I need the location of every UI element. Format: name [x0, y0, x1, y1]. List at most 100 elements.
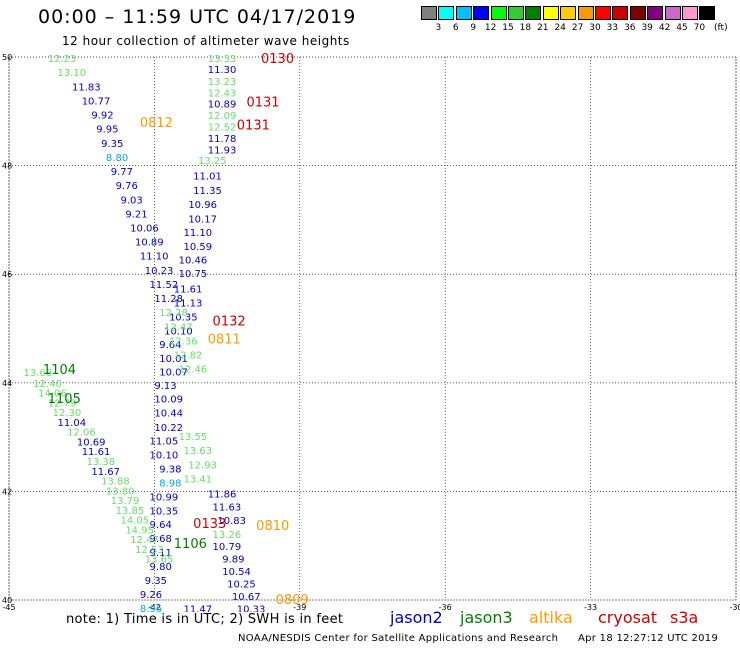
generation-timestamp: Apr 18 12:27:12 UTC 2019: [578, 633, 719, 644]
wave-height-value: 14.95: [125, 525, 154, 536]
pass-label-cryosat: 0131: [237, 118, 270, 133]
wave-height-value: 10.77: [82, 96, 111, 107]
wave-height-value: 9.38: [159, 465, 181, 476]
y-tick-label: 46: [2, 270, 12, 279]
wave-height-value: 10.54: [222, 567, 251, 578]
wave-height-value: 9.76: [116, 181, 138, 192]
wave-height-value: 12.23: [48, 54, 77, 65]
pass-label-cryosat: 0132: [213, 314, 246, 329]
wave-height-value: 11.52: [150, 280, 179, 291]
wave-height-value: 12.79: [48, 398, 77, 409]
wave-height-value: 13.63: [183, 446, 212, 457]
wave-height-value: 13.10: [57, 68, 86, 79]
wave-height-value: 9.13: [154, 381, 176, 392]
wave-height-value: 11.28: [154, 294, 183, 305]
colorbar-label: 9: [470, 23, 477, 33]
wave-height-value: 8.80: [106, 153, 128, 164]
pass-label-jason3: 1104: [43, 363, 76, 378]
wave-height-value: 13.65: [145, 555, 174, 566]
wave-height-value: 12.82: [174, 351, 203, 362]
wave-height-value: 9.68: [150, 534, 172, 545]
pass-labels: 0130 0131 0131 0812 0132 0811 1104 1105 0133 0810…: [43, 52, 309, 608]
wave-height-value: 9.80: [150, 562, 172, 573]
y-tick-label: 42: [2, 487, 12, 496]
wave-height-value: 13.80: [106, 486, 135, 497]
credit-line: NOAA/NESDIS Center for Satellite Applica…: [238, 633, 559, 644]
wave-height-value: 12.47: [130, 535, 159, 546]
colorbar-label: 21: [537, 23, 549, 33]
pass-label-altika: 0812: [140, 116, 173, 131]
wave-height-value: 13.38: [87, 457, 116, 468]
wave-height-value: 11.13: [174, 298, 203, 309]
wave-height-value: 11.47: [183, 605, 212, 612]
wave-height-value: 10.89: [208, 100, 237, 111]
wave-height-value: 9.35: [101, 139, 123, 150]
wave-height-value: 13.26: [213, 530, 242, 541]
wave-height-value: 12.52: [208, 123, 237, 134]
wave-height-value: 10.79: [213, 542, 242, 553]
colorbar-label: 45: [676, 23, 688, 33]
colorbar-swatch: [595, 6, 611, 20]
wave-height-value: 13.55: [179, 432, 208, 443]
wave-height-value: 9.03: [120, 195, 142, 206]
colorbar-swatch: [682, 6, 698, 20]
wave-height-value: 10.35: [150, 506, 179, 517]
x-tick-label: -45: [2, 603, 15, 612]
map-grid: [8, 56, 737, 601]
wave-height-value: 10.67: [232, 592, 261, 603]
pass-label-altika: 0811: [208, 332, 241, 347]
colorbar-label: 15: [502, 23, 514, 33]
wave-height-value: 12.28: [159, 308, 188, 319]
wave-height-value: 9.92: [91, 111, 113, 122]
wave-height-value: 9.26: [140, 590, 162, 601]
pass-label-altika: 0809: [276, 593, 309, 608]
x-tick-label: -39: [293, 603, 306, 612]
x-tick-label: -42: [148, 603, 161, 612]
wave-height-value: 13.88: [101, 477, 130, 488]
wave-height-value: 10.09: [154, 395, 183, 406]
colorbar-label: 36: [624, 23, 636, 33]
legend-altika: altika: [529, 608, 573, 627]
colorbar-label: 3: [435, 23, 442, 33]
legend-s3a: s3a: [670, 608, 699, 627]
wave-height-value: 11.78: [208, 134, 237, 145]
colorbar-swatch: [525, 6, 542, 20]
colorbar-swatch: [664, 6, 681, 20]
pass-label-jason3: 1106: [174, 537, 207, 552]
wave-height-value: 11.30: [208, 65, 237, 76]
wave-height-value: 11.61: [82, 447, 111, 458]
wave-height-value: 12.93: [188, 460, 217, 471]
wave-height-value: 12.09: [208, 111, 237, 122]
wave-height-value: 10.44: [154, 409, 183, 420]
wave-height-value: 9.95: [96, 125, 118, 136]
wave-height-value: 12.36: [169, 336, 198, 347]
wave-height-value: 9.77: [111, 167, 133, 178]
wave-height-value: 11.86: [208, 490, 237, 501]
wave-height-value: 10.23: [145, 266, 174, 277]
pass-label-cryosat: 0130: [261, 52, 294, 67]
wave-height-value: 13.68: [24, 368, 53, 379]
wave-height-value: 11.93: [208, 145, 237, 156]
wave-height-value: 11.83: [72, 82, 101, 93]
wave-height-value: 12.40: [33, 379, 62, 390]
wave-height-value: 14.05: [120, 516, 149, 527]
wave-height-value: 10.75: [179, 269, 208, 280]
wave-height-values: 13.3311.3013.2312.4310.8912.0912.5211.78…: [24, 54, 266, 612]
x-tick-label: -30: [729, 603, 740, 612]
colorbar-swatch: [490, 6, 507, 20]
wave-height-value: 10.99: [150, 492, 179, 503]
colorbar-swatch: [508, 6, 524, 20]
y-tick-label: 50: [2, 53, 12, 62]
colorbar-swatch: [647, 6, 664, 20]
wave-height-value: 11.05: [150, 436, 179, 447]
wave-height-value: 11.61: [174, 284, 203, 295]
colorbar-label: 24: [554, 23, 566, 33]
x-tick-label: -33: [584, 603, 597, 612]
wave-height-value: 12.43: [208, 88, 237, 99]
colorbar-swatch: [455, 6, 472, 20]
colorbar-unit: (ft): [714, 23, 728, 33]
wave-height-value: 10.35: [169, 313, 198, 324]
colorbar-label: 27: [571, 23, 584, 33]
wave-height-value: 13.33: [208, 54, 237, 65]
colorbar-swatch: [612, 6, 629, 20]
